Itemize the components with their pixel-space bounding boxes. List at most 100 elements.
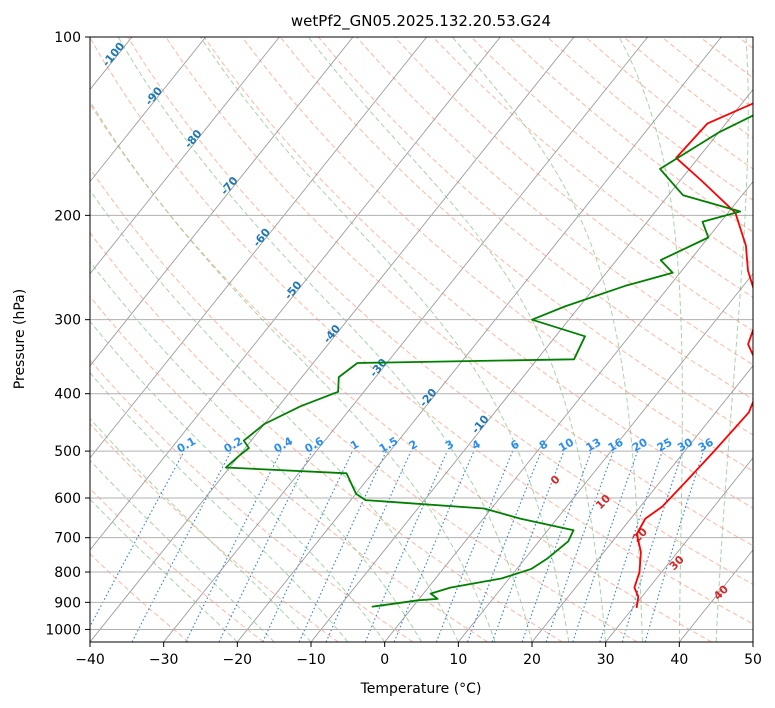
isotherm-line — [457, 272, 753, 642]
isotherm-line — [90, 37, 207, 183]
dry-adiabat-line — [203, 37, 753, 509]
dry-adiabat-line — [90, 423, 339, 642]
x-tick-label: 20 — [523, 652, 541, 668]
y-tick-label: 900 — [54, 595, 81, 611]
isotherm-line — [0, 37, 58, 642]
isotherm-label: -60 — [250, 226, 273, 250]
mixing-ratio-label: 3 — [443, 438, 456, 453]
moist-adiabat-line — [90, 189, 459, 642]
moist-adiabat-label: 30 — [667, 553, 687, 573]
x-axis-ticks: −40 −30 −20 −10 0 10 20 30 40 50 — [75, 642, 762, 668]
y-tick-label: 400 — [54, 387, 81, 403]
mixing-ratio-line — [545, 450, 614, 642]
moist-adiabat-label: 10 — [593, 492, 613, 512]
mixing-ratio-label: 20 — [630, 435, 650, 454]
moist-adiabat-line — [117, 37, 533, 642]
mixing-ratio-line — [466, 450, 542, 642]
x-tick-label: −10 — [296, 652, 326, 668]
isotherm-line — [90, 37, 280, 275]
y-tick-label: 700 — [54, 531, 81, 547]
isotherm-line — [384, 180, 753, 642]
dry-adiabat-line — [737, 37, 753, 49]
dry-adiabat-line — [90, 167, 638, 642]
y-tick-label: 600 — [54, 491, 81, 507]
mixing-ratio-label: 6 — [508, 437, 521, 452]
isotherm-line — [310, 88, 753, 642]
isotherm-line — [752, 641, 753, 642]
isotherm-label: -50 — [282, 278, 305, 302]
isotherm-line — [163, 37, 649, 642]
isotherm-line — [236, 37, 722, 642]
x-tick-label: 40 — [670, 652, 688, 668]
x-tick-label: −20 — [223, 652, 253, 668]
x-tick-label: 0 — [380, 652, 389, 668]
moist-adiabat-line — [90, 459, 275, 642]
mixing-ratio-label: 8 — [537, 438, 550, 453]
background-lines — [0, 37, 753, 642]
mixing-ratio-label: 1.5 — [377, 435, 400, 456]
y-tick-label: 1000 — [45, 622, 81, 638]
moist-adiabat-line — [307, 37, 607, 642]
mixing-ratio-line — [521, 450, 592, 642]
mixing-ratio-label: 4 — [470, 437, 483, 452]
dewpoint-profile — [225, 69, 753, 608]
isotherm-label: -90 — [142, 84, 165, 108]
isotherm-label: -80 — [182, 127, 205, 151]
moist-adiabat-line — [90, 498, 238, 642]
isotherm-line — [531, 365, 753, 642]
mixing-ratio-line — [435, 450, 514, 642]
mixing-ratio-line — [572, 450, 639, 642]
mixing-ratio-line — [90, 450, 185, 628]
mixing-ratio-label: 0.1 — [175, 435, 198, 456]
mixing-ratio-label: 1 — [348, 438, 361, 453]
mixing-ratio-label: 25 — [655, 436, 675, 455]
plot-frame — [89, 36, 754, 643]
isotherm-line — [90, 37, 354, 367]
dry-adiabat-line — [90, 553, 190, 642]
isotherm-line — [90, 37, 501, 551]
mixing-ratio-line — [491, 450, 565, 642]
x-tick-label: −30 — [149, 652, 179, 668]
dry-adiabat-line — [356, 37, 753, 366]
dry-adiabat-line — [279, 37, 753, 436]
y-tick-label: 300 — [54, 313, 81, 329]
mixing-ratio-line — [218, 450, 313, 642]
dry-adiabat-line — [90, 37, 753, 625]
moist-adiabat-line — [715, 37, 749, 642]
y-tick-label: 200 — [54, 208, 81, 224]
dry-adiabat-line — [90, 231, 563, 642]
moist-adiabat-line — [90, 260, 422, 642]
isotherm-line — [605, 457, 753, 642]
y-tick-label: 800 — [54, 565, 81, 581]
dry-adiabat-line — [165, 37, 753, 547]
mixing-ratio-line — [364, 450, 448, 642]
mixing-ratio-label: 0.4 — [272, 434, 296, 455]
dry-adiabat-line — [432, 37, 753, 298]
mixing-ratio-line — [262, 450, 353, 642]
mixing-ratio-label: 2 — [407, 438, 420, 453]
isotherm-label: -70 — [218, 174, 241, 198]
mixing-ratio-label: 30 — [675, 435, 695, 454]
isotherm-line — [90, 37, 575, 642]
moist-adiabat-line — [90, 372, 349, 642]
moist-adiabat-line — [199, 37, 570, 642]
moist-adiabat-line — [451, 37, 643, 642]
mixing-ratio-line — [185, 450, 282, 642]
dry-adiabat-line — [318, 37, 753, 401]
x-tick-label: 10 — [449, 652, 467, 668]
moist-adiabat-line — [618, 37, 683, 642]
mixing-ratio-label: 16 — [606, 435, 626, 454]
isotherm-label: -30 — [367, 356, 390, 380]
mixing-ratio-line — [621, 450, 684, 642]
mixing-ratio-line — [298, 450, 387, 642]
dry-adiabat-line — [90, 103, 712, 642]
y-axis-label: Pressure (hPa) — [12, 289, 28, 389]
chart-title: wetPf2_GN05.2025.132.20.53.G24 — [291, 12, 551, 31]
x-tick-label: 50 — [744, 652, 762, 668]
dry-adiabat-line — [241, 37, 753, 472]
y-tick-label: 500 — [54, 444, 81, 460]
y-tick-label: 100 — [54, 30, 81, 46]
moist-adiabat-label: 40 — [711, 582, 731, 602]
isotherm-label: -100 — [100, 40, 128, 70]
